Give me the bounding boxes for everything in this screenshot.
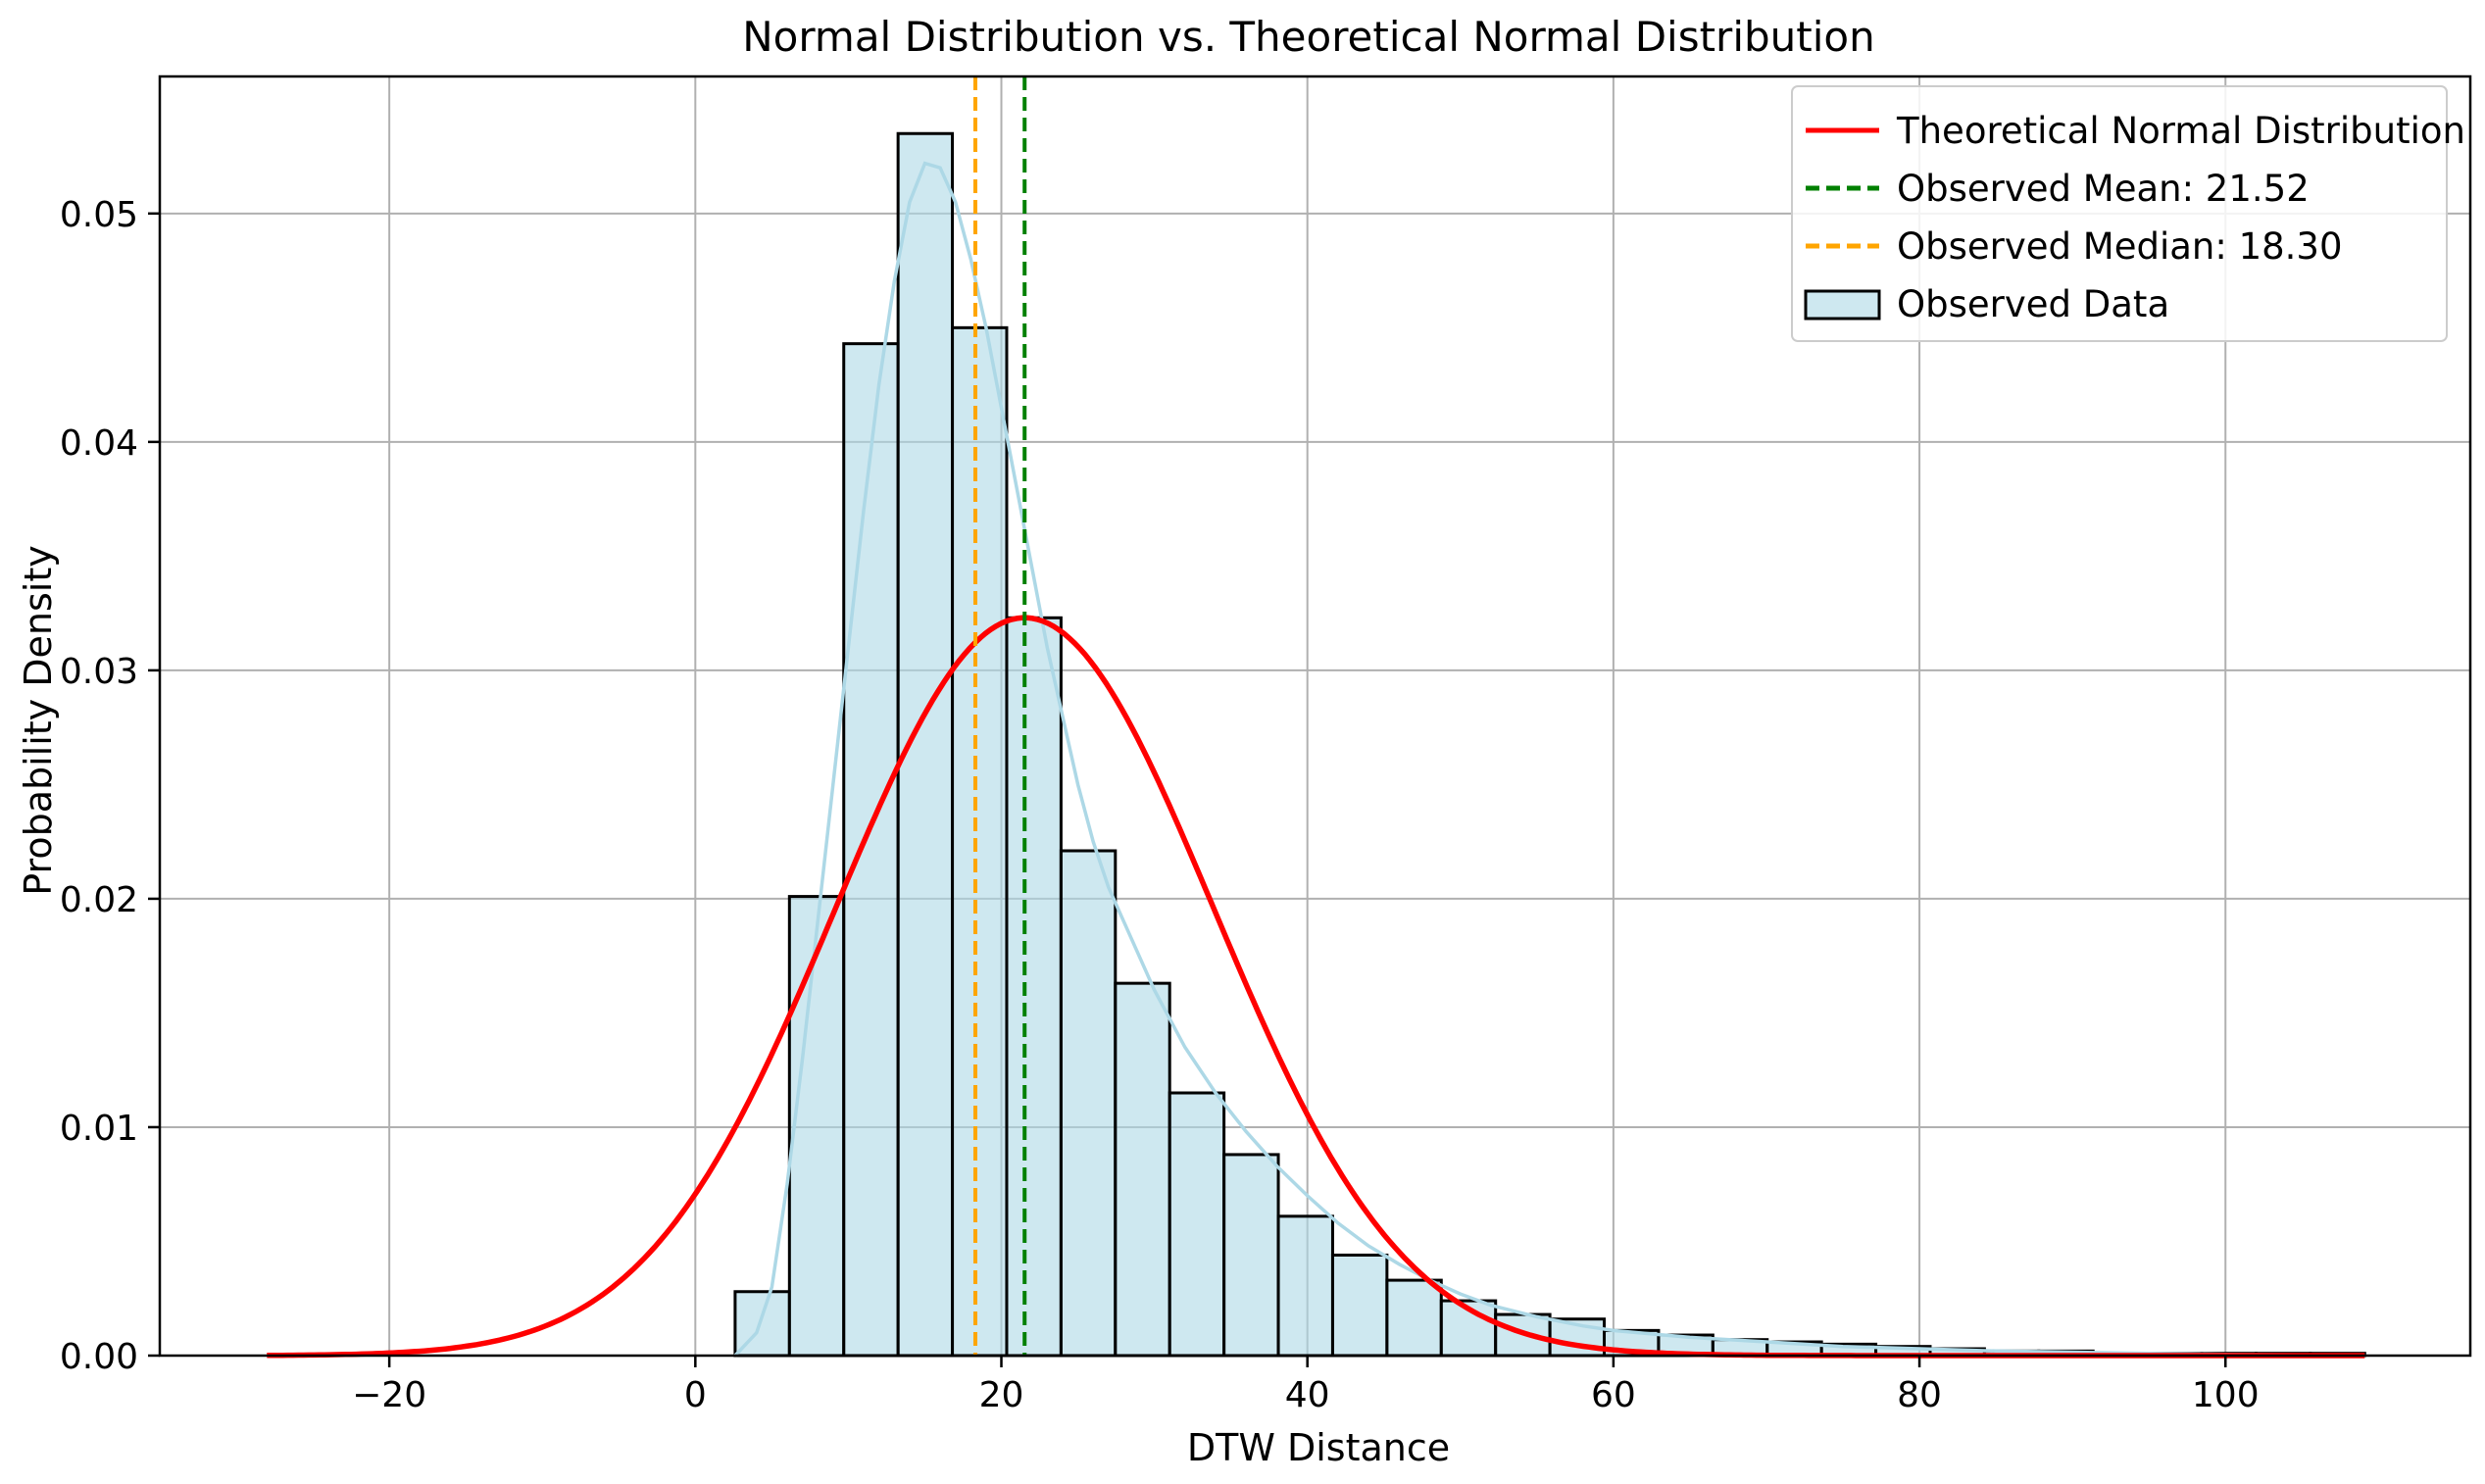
histogram-bar (1330, 1253, 1389, 1358)
y-tick-label: 0.03 (60, 652, 138, 692)
y-tick-label: 0.05 (60, 195, 138, 235)
histogram-bar (1168, 1091, 1226, 1358)
y-axis-label: Probability Density (17, 545, 60, 895)
reference-lines-layer (972, 76, 1027, 1356)
histogram-bar (1005, 616, 1063, 1358)
x-tick-label: 0 (684, 1375, 707, 1415)
x-tick-label: 20 (979, 1375, 1024, 1415)
kde-curve (733, 161, 2365, 1358)
y-tick-label: 0.02 (60, 880, 138, 920)
histogram-bar (842, 342, 900, 1358)
x-tick-label: 100 (2192, 1375, 2260, 1415)
histogram-bars (733, 131, 2366, 1358)
x-tick-label: −20 (352, 1375, 426, 1415)
legend-box (1791, 85, 2448, 342)
x-tick-label: 60 (1591, 1375, 1636, 1415)
x-axis-label: DTW Distance (1187, 1426, 1450, 1469)
legend-label: Observed Data (1897, 283, 2169, 325)
axis-ticks: −20 0 20 40 60 80 100 0.00 0.01 0.02 0.03 0.04 0.05 (60, 195, 2260, 1415)
y-tick-label: 0.00 (60, 1337, 138, 1377)
y-tick-label: 0.04 (60, 423, 138, 464)
histogram-bar (1385, 1278, 1443, 1358)
histogram-bar (1276, 1214, 1334, 1358)
x-tick-label: 80 (1897, 1375, 1942, 1415)
legend-label: Observed Median: 18.30 (1897, 225, 2343, 268)
legend-label: Theoretical Normal Distribution (1896, 110, 2465, 152)
legend: Theoretical Normal Distribution Observed … (1791, 85, 2465, 342)
histogram-bar (1059, 849, 1118, 1358)
kde-layer (733, 161, 2365, 1358)
histogram-bar (1222, 1153, 1280, 1358)
y-tick-label: 0.01 (60, 1109, 138, 1149)
legend-label: Observed Mean: 21.52 (1897, 168, 2310, 210)
histogram-bar (951, 325, 1009, 1358)
chart-title: Normal Distribution vs. Theoretical Norm… (742, 13, 1874, 61)
x-tick-label: 40 (1285, 1375, 1330, 1415)
histogram-bar (787, 895, 846, 1358)
legend-swatch-patch (1804, 289, 1881, 321)
histogram-bar (1114, 981, 1171, 1358)
plot-frame (158, 74, 2472, 1358)
